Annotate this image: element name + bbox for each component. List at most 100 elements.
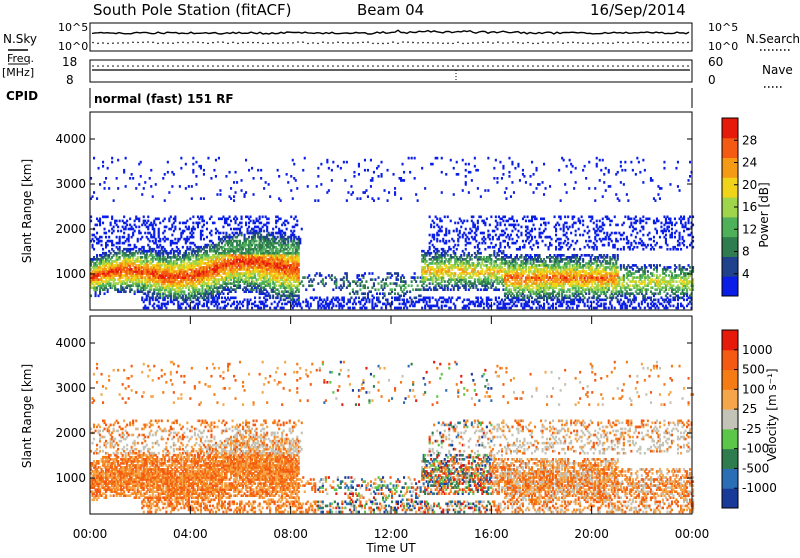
- power-cell: [408, 301, 410, 304]
- nsearch-point: [232, 42, 234, 44]
- power-cell: [219, 193, 221, 196]
- power-cell: [424, 187, 426, 190]
- power-cell: [93, 248, 95, 251]
- power-cell: [403, 171, 405, 174]
- nave-point: [567, 65, 569, 67]
- power-cell: [414, 276, 416, 279]
- nsearch-point: [437, 42, 439, 44]
- power-cell: [308, 274, 310, 277]
- power-cell: [141, 256, 143, 259]
- power-cell: [490, 254, 492, 257]
- nave-point: [262, 65, 264, 67]
- nsearch-point: [482, 41, 484, 43]
- power-cell: [394, 288, 396, 291]
- power-cell: [192, 163, 194, 166]
- power-cell: [233, 301, 235, 304]
- nsearch-point: [362, 41, 364, 43]
- nave-point: [107, 65, 109, 67]
- power-cell: [411, 280, 413, 283]
- power-cell: [343, 161, 345, 164]
- power-cell: [370, 185, 372, 188]
- cpid-label: CPID: [6, 89, 38, 103]
- nave-point: [602, 65, 604, 67]
- power-cell: [301, 307, 303, 310]
- power-cell: [396, 282, 398, 285]
- power-cell: [412, 288, 414, 291]
- power-cell: [281, 303, 283, 306]
- power-cell: [316, 185, 318, 188]
- power-cell: [432, 297, 434, 300]
- power-cell: [436, 238, 438, 241]
- power-cell: [269, 295, 271, 298]
- power-cell: [433, 226, 435, 229]
- power-cell: [141, 297, 143, 300]
- power-cell: [188, 252, 190, 255]
- power-cell: [173, 173, 175, 176]
- power-cell: [98, 167, 100, 170]
- power-cell: [125, 157, 127, 160]
- power-cell: [403, 276, 405, 279]
- power-cell: [275, 226, 277, 229]
- power-cell: [192, 169, 194, 172]
- power-cell: [421, 167, 423, 170]
- nave-point: [557, 65, 559, 67]
- power-cell: [459, 297, 461, 300]
- power-cell: [408, 157, 410, 160]
- power-cell: [397, 278, 399, 281]
- nsearch-point: [242, 42, 244, 44]
- power-cell: [101, 244, 103, 247]
- power-cell: [266, 226, 268, 229]
- power-cell: [140, 232, 142, 235]
- power-cell: [123, 169, 125, 172]
- power-cell: [239, 240, 241, 243]
- nave-point: [217, 65, 219, 67]
- power-cell: [92, 195, 94, 198]
- power-cell: [99, 183, 101, 186]
- nave-point: [102, 65, 104, 67]
- power-cell: [450, 248, 452, 251]
- power-cell: [379, 292, 381, 295]
- nave-point: [397, 65, 399, 67]
- power-cell: [248, 236, 250, 239]
- power-cell: [429, 297, 431, 300]
- power-cell: [274, 301, 276, 304]
- power-cell: [165, 307, 167, 310]
- nsearch-point: [492, 42, 494, 44]
- power-cell: [471, 254, 473, 257]
- power-cell: [119, 220, 121, 223]
- power-cell: [356, 197, 358, 200]
- nave-point: [182, 65, 184, 67]
- nsearch-point: [592, 43, 594, 45]
- power-cell: [381, 284, 383, 287]
- power-cell: [471, 230, 473, 233]
- nsearch-point: [462, 43, 464, 45]
- power-cell: [346, 199, 348, 202]
- nave-point: [92, 65, 94, 67]
- power-cell: [453, 167, 455, 170]
- nsearch-point: [317, 43, 319, 45]
- power-cell: [222, 292, 224, 295]
- power-cell: [378, 197, 380, 200]
- power-cell: [221, 297, 223, 300]
- power-cell: [317, 167, 319, 170]
- power-cell: [262, 216, 264, 219]
- power-cell: [287, 222, 289, 225]
- power-cell: [331, 278, 333, 281]
- nave-point: [477, 65, 479, 67]
- power-cell: [180, 307, 182, 310]
- power-cell: [331, 179, 333, 182]
- power-cell: [406, 307, 408, 310]
- power-cell: [465, 248, 467, 251]
- power-cell: [433, 234, 435, 237]
- nsearch-point: [162, 42, 164, 44]
- nsearch-point: [487, 41, 489, 43]
- nsearch-point: [552, 42, 554, 44]
- power-cell: [191, 197, 193, 200]
- nsearch-point: [682, 42, 684, 44]
- nsearch-point: [612, 42, 614, 44]
- power-cell: [229, 224, 231, 227]
- power-cell: [108, 187, 110, 190]
- power-cell: [367, 286, 369, 289]
- power-cell: [192, 157, 194, 160]
- nave-point: [152, 65, 154, 67]
